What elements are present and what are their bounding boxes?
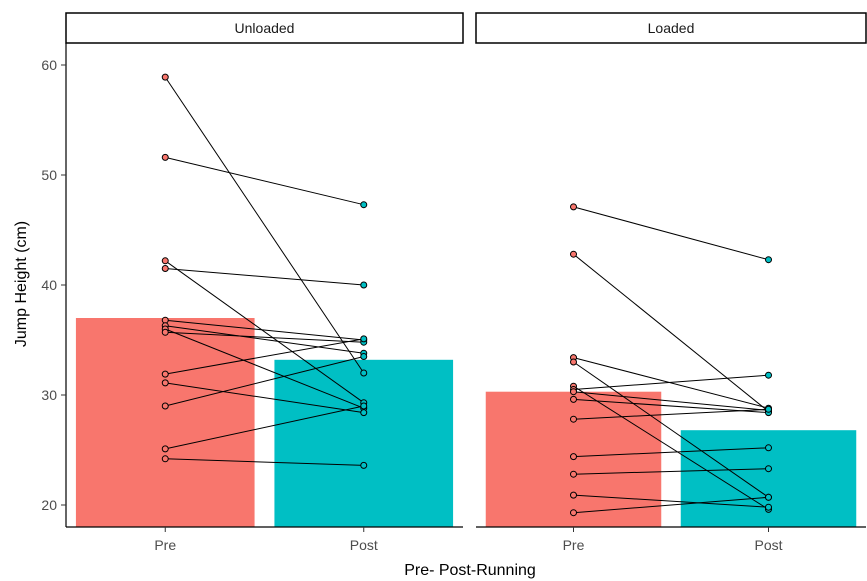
pair-line-unloaded-6 bbox=[165, 325, 364, 354]
point-unloaded-pre-1 bbox=[161, 73, 169, 81]
pair-line-loaded-13 bbox=[573, 496, 769, 514]
y-tick-label-50: 50 bbox=[41, 167, 57, 183]
y-tick-label-30: 30 bbox=[41, 387, 57, 403]
bar-unloaded-pre bbox=[75, 318, 255, 527]
point-loaded-post-11 bbox=[765, 465, 772, 473]
pair-line-loaded-8 bbox=[573, 398, 769, 414]
pair-line-loaded-5 bbox=[573, 385, 769, 510]
point-loaded-pre-9 bbox=[570, 415, 577, 423]
pair-line-loaded-12 bbox=[573, 494, 769, 508]
pair-line-loaded-11 bbox=[573, 468, 769, 475]
strip-box-loaded bbox=[475, 12, 867, 44]
bars-loaded bbox=[485, 391, 857, 527]
point-unloaded-post-4 bbox=[360, 281, 368, 289]
point-unloaded-pre-10 bbox=[161, 379, 169, 387]
point-unloaded-post-10 bbox=[360, 409, 368, 417]
point-unloaded-pre-8 bbox=[161, 328, 169, 336]
pair-line-unloaded-12 bbox=[165, 405, 364, 450]
point-unloaded-pre-3 bbox=[161, 257, 169, 265]
point-unloaded-pre-12 bbox=[161, 445, 169, 453]
x-axis-title: Pre- Post-Running bbox=[404, 562, 536, 579]
point-loaded-post-6 bbox=[765, 371, 772, 379]
point-unloaded-post-9 bbox=[360, 335, 368, 343]
pair-line-loaded-3 bbox=[573, 357, 769, 409]
bar-unloaded-post bbox=[274, 359, 454, 527]
point-loaded-pre-1 bbox=[570, 203, 577, 211]
point-unloaded-post-13 bbox=[360, 461, 368, 469]
y-tick-label-20: 20 bbox=[41, 497, 57, 513]
pair-line-loaded-9 bbox=[573, 408, 769, 420]
point-loaded-pre-10 bbox=[570, 453, 577, 461]
pair-line-unloaded-4 bbox=[165, 268, 364, 286]
y-axis-title: Jump Height (cm) bbox=[13, 221, 30, 347]
point-unloaded-pre-4 bbox=[161, 265, 169, 272]
pair-line-loaded-2 bbox=[573, 253, 769, 412]
lines-loaded bbox=[573, 206, 769, 514]
point-loaded-pre-13 bbox=[570, 509, 577, 517]
pair-line-unloaded-10 bbox=[165, 382, 364, 414]
strip-label-loaded: Loaded bbox=[648, 20, 695, 36]
point-unloaded-pre-9 bbox=[161, 370, 169, 378]
point-loaded-post-12 bbox=[765, 503, 772, 511]
x-tick-label-loaded-post: Post bbox=[754, 537, 782, 553]
point-loaded-pre-8 bbox=[570, 395, 577, 403]
x-tick-label-unloaded-post: Post bbox=[350, 537, 378, 553]
strip-box-unloaded bbox=[65, 12, 464, 44]
pair-line-unloaded-1 bbox=[164, 76, 365, 374]
pair-line-loaded-6 bbox=[573, 374, 769, 390]
point-loaded-pre-4 bbox=[570, 358, 577, 366]
point-loaded-post-9 bbox=[765, 405, 772, 413]
pair-line-unloaded-9 bbox=[165, 338, 364, 375]
pair-line-unloaded-8 bbox=[165, 331, 364, 343]
point-loaded-pre-2 bbox=[570, 250, 577, 258]
point-unloaded-post-1 bbox=[360, 369, 368, 377]
point-unloaded-pre-2 bbox=[161, 153, 169, 161]
x-tick-label-unloaded-pre: Pre bbox=[154, 537, 176, 553]
points-loaded bbox=[570, 203, 772, 517]
pair-line-loaded-7 bbox=[573, 391, 769, 411]
point-loaded-pre-7 bbox=[570, 388, 577, 396]
pair-line-unloaded-7 bbox=[165, 328, 364, 409]
point-loaded-pre-11 bbox=[570, 470, 577, 478]
y-tick-label-60: 60 bbox=[41, 57, 57, 73]
x-tick-label-loaded-pre: Pre bbox=[563, 537, 585, 553]
bars-unloaded bbox=[75, 318, 454, 527]
point-unloaded-pre-11 bbox=[161, 402, 169, 410]
point-unloaded-post-2 bbox=[360, 201, 368, 209]
panel-unloaded: Unloaded bbox=[65, 12, 464, 527]
pair-line-unloaded-11 bbox=[165, 356, 364, 407]
panel-loaded: Loaded bbox=[475, 12, 867, 527]
points-unloaded bbox=[161, 73, 368, 469]
point-unloaded-post-11 bbox=[360, 353, 368, 360]
point-unloaded-pre-13 bbox=[161, 455, 169, 463]
pair-line-loaded-1 bbox=[573, 206, 769, 261]
pair-line-unloaded-5 bbox=[165, 319, 364, 341]
pair-line-loaded-4 bbox=[573, 361, 769, 498]
strip-label-unloaded: Unloaded bbox=[235, 20, 295, 36]
pair-line-unloaded-3 bbox=[164, 260, 365, 404]
point-loaded-pre-12 bbox=[570, 491, 577, 499]
point-loaded-post-10 bbox=[765, 444, 772, 452]
point-unloaded-post-12 bbox=[360, 402, 368, 410]
y-tick-label-40: 40 bbox=[41, 277, 57, 293]
axes: Pre Post Pre Post 20 30 40 50 60 bbox=[41, 43, 866, 553]
pair-line-unloaded-2 bbox=[165, 156, 364, 206]
point-loaded-post-1 bbox=[765, 256, 772, 264]
pair-line-unloaded-13 bbox=[165, 458, 364, 466]
point-loaded-post-13 bbox=[765, 493, 772, 501]
lines-unloaded bbox=[164, 76, 365, 466]
pair-line-loaded-10 bbox=[573, 447, 769, 458]
